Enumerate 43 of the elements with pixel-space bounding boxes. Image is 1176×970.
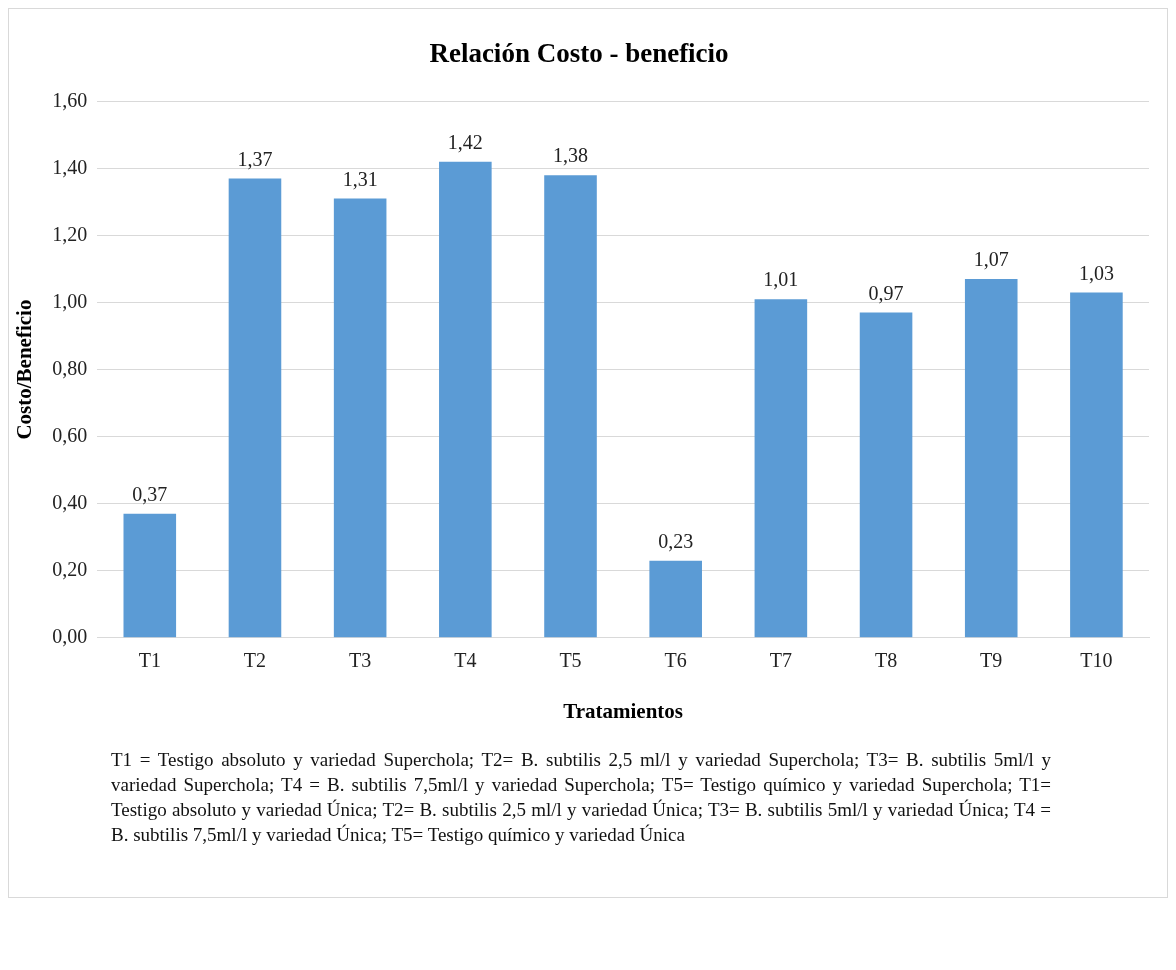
x-tick-label: T6 xyxy=(664,649,687,672)
data-label: 1,42 xyxy=(447,130,483,153)
bar xyxy=(544,175,597,638)
bar xyxy=(439,161,492,638)
text: T1 = Testigo absoluto y variedad Superchola; T2= B. subtilis 2,5 ml/l y variedad Superchola; T3= B. subtilis 5ml/l y variedad Superchola; T4 = B. subtilis 7,5ml/l y variedad Superchola; T5= Testigo químico y variedad Superchola; T1= Testigo absoluto y variedad Única; T2= B. subtilis 2,5 ml/l y variedad Única; T3= B. subtilis 5ml/l y variedad Única; T4 = B. subtilis 7,5ml/l y variedad Única; T5= Testigo químico y variedad Única xyxy=(111,748,1051,847)
x-tick-label: T1 xyxy=(138,649,161,672)
data-label: 1,01 xyxy=(763,268,799,291)
y-tick-label: 1,00 xyxy=(52,289,88,312)
bar xyxy=(333,198,387,638)
y-tick-label: 0,20 xyxy=(52,558,88,580)
data-label: 1,38 xyxy=(553,144,589,167)
x-tick-label: T10 xyxy=(1080,649,1113,672)
x-tick-label: T4 xyxy=(454,649,477,672)
bar xyxy=(964,279,1018,638)
y-tick-label: 0,40 xyxy=(52,490,88,513)
bar xyxy=(123,513,177,638)
chart-title: Relación Costo - beneficio xyxy=(429,38,729,69)
data-label: 1,03 xyxy=(1078,261,1114,284)
y-tick-label: 0,60 xyxy=(52,423,88,446)
data-label: 0,37 xyxy=(132,483,168,506)
y-tick-label: 0,80 xyxy=(52,356,88,379)
bar xyxy=(1070,292,1123,638)
y-axis-title: Costo/Beneficio xyxy=(12,299,37,440)
y-tick-label: 0,00 xyxy=(52,625,88,648)
data-label: 1,31 xyxy=(342,167,378,190)
x-tick-label: T8 xyxy=(874,649,898,672)
x-tick-label: T5 xyxy=(559,649,582,672)
y-tick-label: 1,60 xyxy=(52,88,88,111)
data-label: 0,23 xyxy=(658,529,694,552)
y-tick-label: 1,20 xyxy=(52,222,88,245)
bar xyxy=(228,178,282,638)
y-tick-label: 1,40 xyxy=(52,155,88,178)
bar xyxy=(754,299,808,638)
bar xyxy=(649,560,702,638)
x-tick-label: T2 xyxy=(243,649,267,672)
data-label: 0,97 xyxy=(868,281,904,304)
x-tick-label: T9 xyxy=(980,649,1003,672)
data-label: 1,37 xyxy=(237,147,273,170)
data-label: 1,07 xyxy=(973,248,1009,271)
x-axis-title: Tratamientos xyxy=(563,698,683,723)
bar xyxy=(859,312,913,638)
x-tick-label: T3 xyxy=(349,649,372,672)
x-tick-label: T7 xyxy=(769,649,792,672)
